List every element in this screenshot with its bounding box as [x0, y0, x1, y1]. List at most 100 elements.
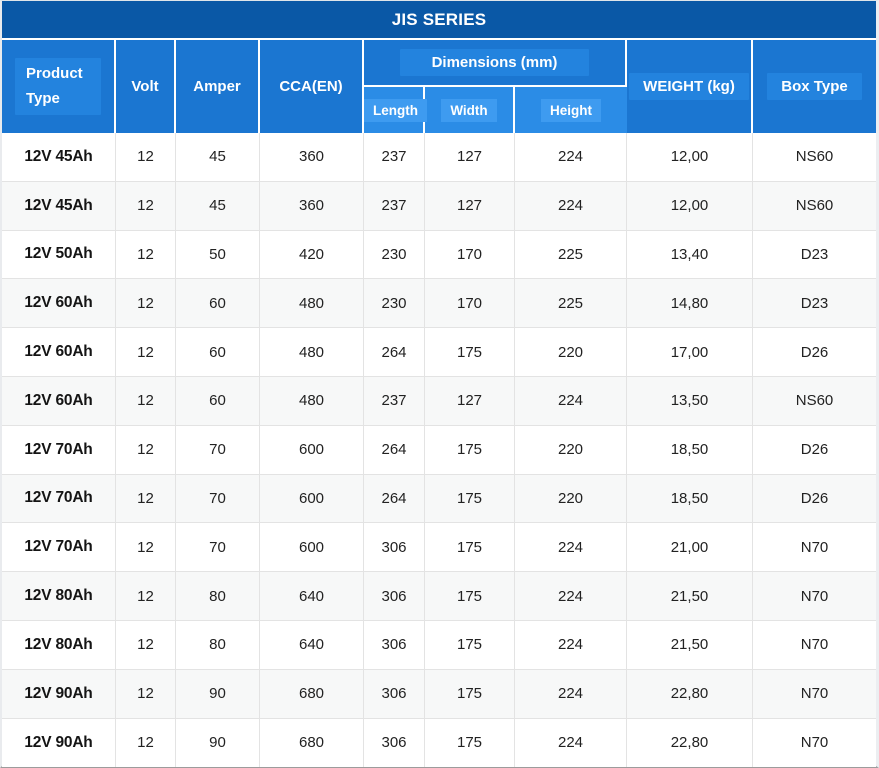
length-cell: 264: [364, 474, 425, 524]
volt-cell: 12: [116, 474, 176, 524]
col-header-amper: Amper: [176, 40, 260, 133]
length-cell: 230: [364, 230, 425, 280]
height-cell: 224: [515, 718, 627, 768]
amper-cell: 50: [176, 230, 260, 280]
table-row: 12V 60Ah 12 60 480 264 175 220 17,00 D26: [2, 328, 876, 377]
header-row-main: Product Type Volt Amper CCA(EN) Dimensio…: [2, 40, 876, 133]
width-cell: 175: [425, 523, 515, 573]
cca-cell: 680: [260, 718, 364, 768]
product-type-cell: 12V 80Ah: [2, 572, 116, 621]
volt-cell: 12: [116, 279, 176, 329]
height-cell: 220: [515, 425, 627, 475]
table-row: 12V 45Ah 12 45 360 237 127 224 12,00 NS60: [2, 181, 876, 231]
height-cell: 224: [515, 620, 627, 670]
box-type-cell: D23: [753, 279, 876, 329]
amper-cell: 70: [176, 523, 260, 573]
height-cell: 224: [515, 181, 627, 231]
cca-cell: 360: [260, 181, 364, 231]
box-type-cell: N70: [753, 523, 876, 573]
width-cell: 175: [425, 328, 515, 377]
weight-cell: 22,80: [627, 718, 753, 768]
weight-cell: 13,40: [627, 230, 753, 280]
length-cell: 264: [364, 328, 425, 377]
table-row: 12V 50Ah 12 50 420 230 170 225 13,40 D23: [2, 230, 876, 280]
box-type-cell: NS60: [753, 181, 876, 231]
volt-cell: 12: [116, 523, 176, 573]
height-cell: 225: [515, 279, 627, 329]
box-type-cell: D26: [753, 474, 876, 524]
cca-cell: 360: [260, 133, 364, 182]
product-type-cell: 12V 60Ah: [2, 376, 116, 426]
table-row: 12V 60Ah 12 60 480 237 127 224 13,50 NS60: [2, 376, 876, 426]
width-cell: 127: [425, 376, 515, 426]
table-row: 12V 45Ah 12 45 360 237 127 224 12,00 NS60: [2, 133, 876, 182]
col-header-product-type: Product Type: [2, 40, 116, 133]
volt-cell: 12: [116, 181, 176, 231]
height-cell: 220: [515, 328, 627, 377]
table-row: 12V 90Ah 12 90 680 306 175 224 22,80 N70: [2, 718, 876, 768]
volt-cell: 12: [116, 230, 176, 280]
length-cell: 306: [364, 523, 425, 573]
amper-cell: 90: [176, 718, 260, 768]
weight-cell: 18,50: [627, 474, 753, 524]
product-type-cell: 12V 70Ah: [2, 523, 116, 573]
width-cell: 127: [425, 133, 515, 182]
width-cell: 175: [425, 718, 515, 768]
product-type-cell: 12V 45Ah: [2, 133, 116, 182]
product-type-cell: 12V 70Ah: [2, 425, 116, 475]
weight-cell: 14,80: [627, 279, 753, 329]
product-type-cell: 12V 80Ah: [2, 620, 116, 670]
table-row: 12V 90Ah 12 90 680 306 175 224 22,80 N70: [2, 669, 876, 719]
amper-cell: 60: [176, 279, 260, 329]
table-row: 12V 70Ah 12 70 600 264 175 220 18,50 D26: [2, 425, 876, 475]
box-type-cell: N70: [753, 669, 876, 719]
volt-cell: 12: [116, 376, 176, 426]
table-row: 12V 80Ah 12 80 640 306 175 224 21,50 N70: [2, 572, 876, 621]
height-cell: 220: [515, 474, 627, 524]
cca-cell: 420: [260, 230, 364, 280]
amper-cell: 80: [176, 572, 260, 621]
length-cell: 237: [364, 376, 425, 426]
volt-cell: 12: [116, 133, 176, 182]
cca-cell: 480: [260, 328, 364, 377]
box-type-cell: N70: [753, 718, 876, 768]
table-header: Product Type Volt Amper CCA(EN) Dimensio…: [2, 40, 876, 133]
cca-cell: 480: [260, 376, 364, 426]
amper-cell: 45: [176, 133, 260, 182]
amper-cell: 70: [176, 474, 260, 524]
box-type-cell: D23: [753, 230, 876, 280]
box-type-cell: D26: [753, 425, 876, 475]
width-cell: 170: [425, 230, 515, 280]
spec-table: Product Type Volt Amper CCA(EN) Dimensio…: [2, 40, 876, 768]
col-header-length: Length: [364, 87, 427, 133]
weight-cell: 21,50: [627, 620, 753, 670]
box-type-cell: D26: [753, 328, 876, 377]
col-header-product-type-label: Product Type: [15, 57, 101, 116]
cca-cell: 640: [260, 620, 364, 670]
volt-cell: 12: [116, 669, 176, 719]
width-cell: 175: [425, 669, 515, 719]
length-cell: 230: [364, 279, 425, 329]
col-header-height-label: Height: [541, 98, 601, 122]
length-cell: 306: [364, 669, 425, 719]
width-cell: 175: [425, 425, 515, 475]
col-header-weight-label: WEIGHT (kg): [629, 73, 749, 100]
col-header-cca: CCA(EN): [260, 40, 364, 133]
amper-cell: 45: [176, 181, 260, 231]
table-title: JIS SERIES: [2, 1, 876, 38]
product-type-cell: 12V 60Ah: [2, 328, 116, 377]
weight-cell: 21,50: [627, 572, 753, 621]
weight-cell: 12,00: [627, 133, 753, 182]
height-cell: 224: [515, 133, 627, 182]
col-header-dimensions-label: Dimensions (mm): [399, 49, 590, 76]
table-row: 12V 70Ah 12 70 600 306 175 224 21,00 N70: [2, 523, 876, 573]
col-header-weight: WEIGHT (kg): [627, 40, 753, 133]
weight-cell: 22,80: [627, 669, 753, 719]
product-type-cell: 12V 45Ah: [2, 181, 116, 231]
cca-cell: 600: [260, 523, 364, 573]
product-type-cell: 12V 90Ah: [2, 669, 116, 719]
amper-cell: 70: [176, 425, 260, 475]
amper-cell: 80: [176, 620, 260, 670]
cca-cell: 480: [260, 279, 364, 329]
